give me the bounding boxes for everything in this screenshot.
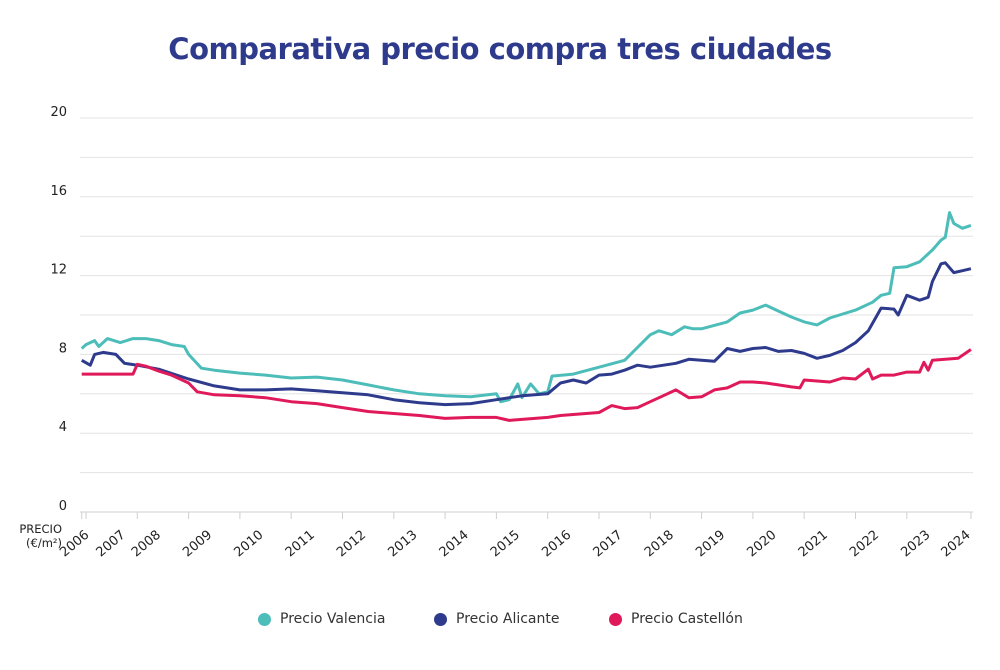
y-tick-label: 12 [50,263,67,278]
x-tick-label: 2024 [939,528,974,561]
x-axis-ticks: 2006 2007 2008 2009 2010 2011 2012 2013 2014 2015… [57,512,973,560]
y-tick-label: 20 [50,105,67,120]
x-tick-label: 2018 [642,528,677,561]
legend-label: Precio Alicante [456,611,560,627]
series-line-2 [81,348,972,422]
y-axis-ticks: 0 4 8 12 16 20 [50,105,67,514]
y-tick-label: 16 [50,184,67,199]
y-tick-label: 4 [59,420,67,435]
x-tick-label: 2009 [180,528,215,561]
x-tick-label: 2017 [591,528,626,561]
x-tick-label: 2011 [283,528,318,561]
chart-title: Comparativa precio compra tres ciudades [168,32,832,66]
x-tick-label: 2021 [796,528,831,561]
x-tick-label: 2012 [334,528,369,561]
legend-label: Precio Castellón [631,611,743,627]
legend-item-castellon[interactable]: Precio Castellón [609,611,743,627]
legend-marker-icon [434,612,447,626]
legend-label: Precio Valencia [280,611,386,627]
x-tick-label: 2010 [231,528,266,561]
y-tick-label: 8 [59,341,67,356]
x-tick-label: 2007 [94,528,129,561]
series-line-0 [80,211,972,404]
legend-item-valencia[interactable]: Precio Valencia [258,611,385,627]
series-lines [80,211,972,422]
series-line-1 [80,261,972,407]
x-tick-label: 2014 [437,528,472,561]
x-tick-label: 2013 [385,528,420,561]
x-tick-label: 2019 [693,528,728,561]
legend-item-alicante[interactable]: Precio Alicante [434,611,559,627]
x-tick-label: 2023 [898,528,933,561]
y-tick-label: 0 [59,499,67,514]
legend-marker-icon [609,612,622,626]
x-tick-label: 2008 [129,528,164,561]
x-tick-label: 2015 [488,528,523,561]
y-axis-label-line2: (€/m²) [26,536,62,550]
legend-marker-icon [258,612,271,626]
x-tick-label: 2020 [744,528,779,561]
x-tick-label: 2006 [57,528,92,561]
x-tick-label: 2022 [847,528,882,561]
gridlines [80,117,973,513]
y-axis-label-line1: PRECIO [19,522,62,536]
x-tick-label: 2016 [539,528,574,561]
legend: Precio Valencia Precio Alicante Precio C… [0,611,1000,633]
